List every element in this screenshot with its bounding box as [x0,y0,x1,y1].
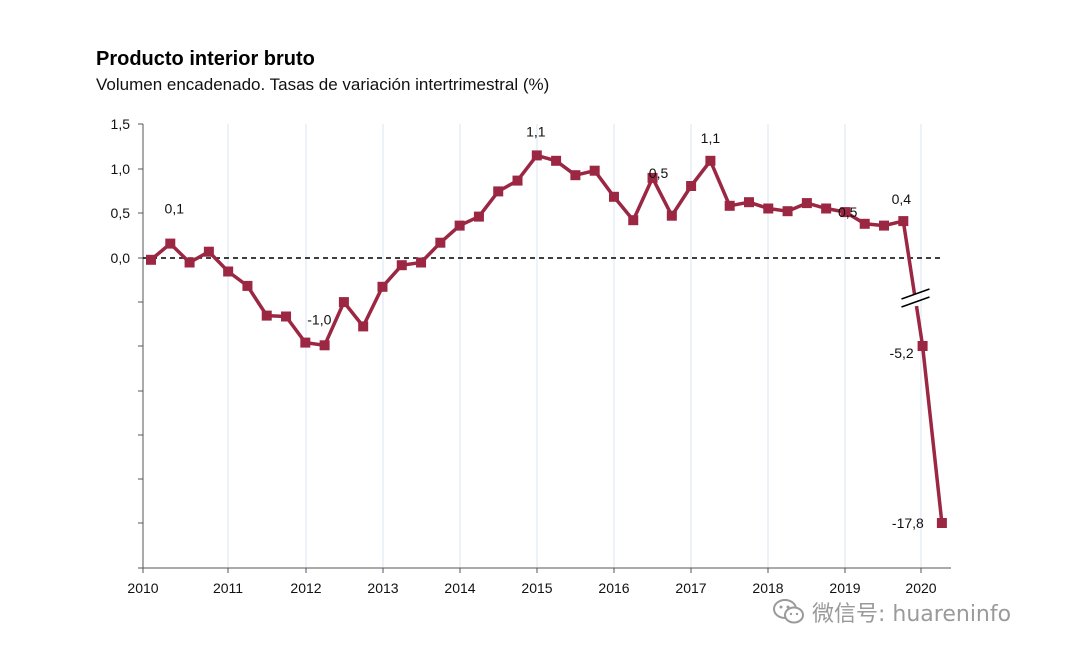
x-tick-label: 2020 [905,580,936,596]
data-point [763,203,774,214]
x-tick-label: 2018 [752,580,783,596]
data-point [165,238,176,249]
x-tick-label: 2011 [213,580,243,596]
data-point [396,260,407,271]
data-point [416,257,427,268]
data-point [801,198,812,209]
data-point [628,215,639,226]
data-point [319,340,330,351]
data-point [435,237,446,248]
data-point [454,220,465,231]
data-point [203,246,214,257]
wechat-icon [773,599,804,624]
data-label: 1,1 [526,123,546,139]
data-point [705,155,716,166]
data-point [782,206,793,217]
data-label: 0,4 [892,191,912,207]
data-point [570,170,581,181]
x-tick-label: 2014 [444,580,475,596]
x-tick-label: 2010 [127,580,158,596]
data-point [377,281,388,292]
data-label: -1,0 [307,312,331,328]
data-point [859,218,870,229]
y-tick-label: 1,5 [111,116,131,132]
chart-subtitle: Volumen encadenado. Tasas de variación i… [96,75,550,94]
x-tick-label: 2013 [367,580,398,596]
data-point [551,155,562,166]
x-tick-label: 2017 [675,580,706,596]
data-point [724,200,735,211]
data-point [358,321,369,332]
y-tick-label: 0,0 [111,250,131,266]
data-point [666,210,677,221]
watermark: 微信号: huareninfo [772,596,1011,628]
data-point [743,197,754,208]
data-point [647,172,658,183]
data-point [184,257,195,268]
data-point [512,175,523,186]
data-point [608,191,619,202]
data-point [686,181,697,191]
series-line-lower [914,305,944,524]
data-label: 1,1 [701,130,721,146]
data-label: 0,5 [649,165,669,181]
data-point [223,266,234,277]
watermark-text: 微信号: huareninfo [812,602,1012,627]
data-point [936,518,947,528]
data-point [493,186,504,197]
data-point [898,216,909,227]
data-point [589,165,600,176]
data-point [473,211,484,222]
data-point [300,337,311,348]
data-point [917,341,928,351]
data-point [821,203,832,214]
y-tick-label: 0,5 [111,205,131,221]
data-point [531,150,542,161]
data-point [281,311,292,322]
x-tick-label: 2015 [521,580,552,596]
axis-break-mark [901,296,930,308]
x-tick-label: 2016 [598,580,629,596]
data-label: 0,5 [838,204,858,220]
x-tick-label: 2012 [290,580,321,596]
data-point [879,220,890,231]
y-tick-label: 1,0 [111,161,131,177]
data-point [261,310,272,321]
chart-title: Producto interior bruto [96,48,315,70]
data-point [242,280,253,291]
data-label: -17,8 [892,515,924,531]
data-label: 0,1 [165,201,185,217]
x-tick-label: 2019 [829,580,860,596]
data-point [146,254,156,265]
data-point [338,297,349,308]
axis-break-mark [901,288,930,300]
data-point [840,207,851,218]
data-label: -5,2 [890,345,914,361]
